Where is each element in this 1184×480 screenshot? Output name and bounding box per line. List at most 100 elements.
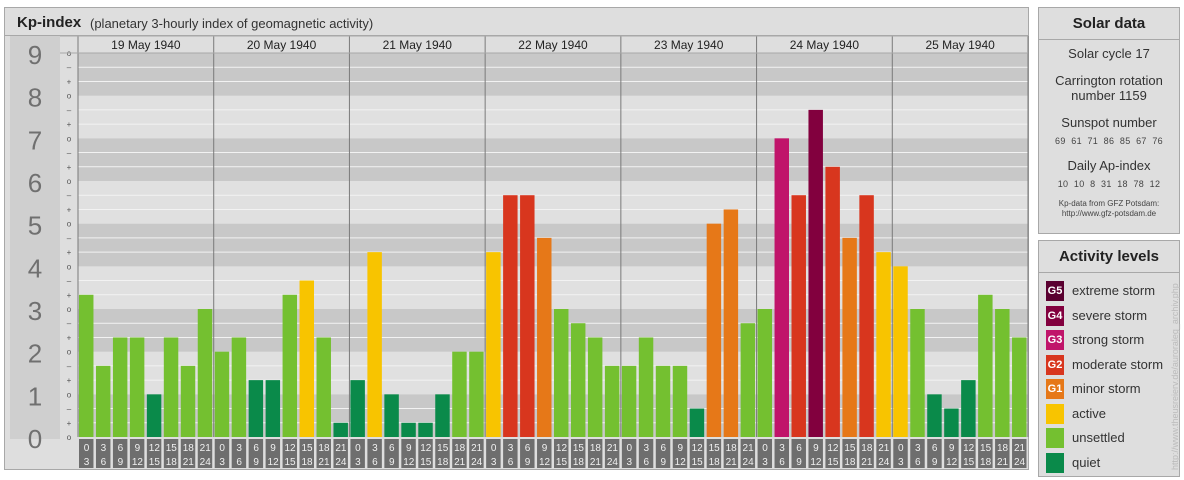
interval-box [486, 439, 501, 468]
interval-box [604, 439, 620, 468]
kp-bar [723, 209, 739, 437]
interval-start-label: 12 [963, 443, 975, 454]
interval-end-label: 18 [844, 457, 856, 468]
kp-bar [384, 394, 399, 437]
level-swatch: G2 [1046, 354, 1064, 375]
interval-end-label: 6 [236, 457, 242, 468]
interval-end-label: 18 [709, 457, 721, 468]
interval-start-label: 3 [644, 443, 650, 454]
interval-box [367, 439, 382, 468]
interval-end-label: 21 [726, 457, 738, 468]
kp-bar [146, 394, 162, 437]
interval-end-label: 15 [284, 457, 296, 468]
interval-end-label: 21 [590, 457, 602, 468]
day-label: 20 May 1940 [247, 38, 317, 52]
interval-start-label: 0 [84, 443, 90, 454]
interval-end-label: 12 [946, 457, 958, 468]
kp-bar [163, 337, 179, 437]
interval-box [180, 439, 196, 468]
sub-tick-label: o [67, 262, 72, 271]
interval-box [910, 439, 925, 468]
interval-end-label: 15 [556, 457, 568, 468]
interval-end-label: 12 [132, 457, 144, 468]
interval-start-label: 18 [590, 443, 602, 454]
level-swatch [1046, 452, 1064, 473]
interval-end-label: 21 [997, 457, 1009, 468]
interval-end-label: 6 [644, 457, 650, 468]
carrington-line-1: Carrington rotation [1055, 73, 1163, 88]
kp-bar [265, 380, 281, 437]
kp-band-5 [78, 181, 1028, 224]
solar-data-panel: Solar data Solar cycle 17 Carrington rot… [1038, 7, 1180, 234]
day-label: 25 May 1940 [925, 38, 995, 52]
kp-bar [554, 309, 569, 437]
interval-box [638, 439, 654, 468]
kp-bar [180, 365, 196, 437]
level-label: quiet [1072, 454, 1101, 470]
source-line-1: Kp-data from GFZ Potsdam: [1058, 199, 1160, 208]
level-label: extreme storm [1072, 283, 1156, 298]
interval-box [554, 439, 569, 468]
interval-box [282, 439, 298, 468]
carrington-line-2: number 1159 [1071, 88, 1147, 103]
interval-box [503, 439, 518, 468]
interval-end-label: 15 [692, 457, 704, 468]
kp-bar [299, 280, 314, 437]
interval-box [706, 439, 722, 468]
interval-end-label: 21 [318, 457, 330, 468]
interval-box [723, 439, 739, 468]
sub-tick-label: – [67, 234, 72, 243]
interval-start-label: 15 [573, 443, 585, 454]
sub-tick-label: o [67, 134, 72, 143]
interval-start-label: 3 [508, 443, 514, 454]
interval-end-label: 24 [743, 457, 755, 468]
level-label: active [1072, 405, 1106, 421]
interval-box [95, 439, 111, 468]
interval-box [299, 439, 314, 468]
interval-end-label: 9 [932, 457, 938, 468]
interval-start-label: 0 [898, 443, 904, 454]
sub-tick-label: + [67, 77, 72, 86]
interval-start-label: 0 [355, 443, 361, 454]
activity-levels-panel: Activity levels G5 extreme storm G4 severe … [1038, 240, 1180, 477]
interval-box [893, 439, 908, 468]
interval-start-label: 15 [437, 443, 449, 454]
interval-start-label: 6 [389, 443, 395, 454]
interval-box [825, 439, 840, 468]
interval-start-label: 6 [118, 443, 124, 454]
interval-box [842, 439, 857, 468]
interval-start-label: 18 [454, 443, 466, 454]
sub-tick-label: o [67, 92, 72, 101]
kp-bar [978, 294, 993, 437]
sub-tick-label: + [67, 163, 72, 172]
ap-values: 10 10 8 31 18 78 12 [1057, 179, 1161, 189]
kp-bar [129, 337, 145, 437]
interval-box [350, 439, 365, 468]
interval-end-label: 18 [301, 457, 313, 468]
interval-end-label: 12 [675, 457, 687, 468]
interval-box [418, 439, 433, 468]
interval-box [79, 439, 94, 468]
interval-start-label: 3 [101, 443, 107, 454]
interval-box [774, 439, 789, 468]
level-label: minor storm [1072, 381, 1141, 396]
interval-start-label: 9 [406, 443, 412, 454]
y-tick-label: 5 [28, 211, 42, 241]
interval-start-label: 6 [796, 443, 802, 454]
sub-tick-label: + [67, 120, 72, 129]
interval-end-label: 3 [84, 457, 90, 468]
kp-bar [672, 365, 688, 437]
sub-tick-label: + [67, 205, 72, 214]
level-label: severe storm [1072, 307, 1148, 323]
sub-tick-label: – [67, 405, 72, 414]
kp-bar [587, 337, 603, 437]
kp-bar [791, 195, 806, 437]
kp-bar [95, 365, 111, 437]
interval-box [520, 439, 535, 468]
interval-start-label: 9 [135, 443, 141, 454]
kp-bar [537, 237, 552, 437]
interval-end-label: 9 [118, 457, 124, 468]
kp-bar [350, 380, 365, 437]
sunspot-values: 69 61 71 86 85 67 76 [1055, 136, 1163, 146]
kp-bar [418, 422, 433, 437]
